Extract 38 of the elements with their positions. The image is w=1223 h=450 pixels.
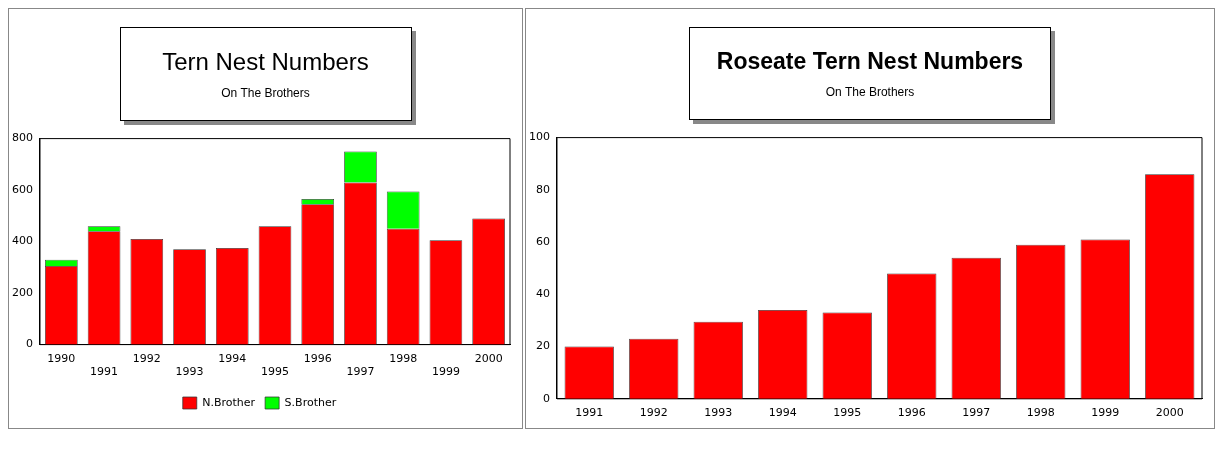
y-tick-label: 200 [12,285,33,299]
chart-subtitle: On The Brothers [220,86,311,100]
chart-title: Tern Nest Numbers [161,48,370,76]
x-tick-label: 1994 [218,352,247,366]
x-tick-label: 1998 [1026,406,1055,420]
x-tick-label: 1993 [704,406,733,420]
y-tick-label: 800 [12,131,33,145]
y-tick-label: 0 [26,337,33,351]
chart-subtitle: On The Brothers [824,85,916,99]
y-tick-label: 20 [536,339,550,353]
chart-title: Roseate Tern Nest Numbers [715,48,1025,75]
x-tick-label: 1991 [575,406,604,420]
x-tick-label: 1997 [962,406,991,420]
x-tick-label: 1994 [768,406,797,420]
y-tick-label: 80 [536,182,550,196]
x-tick-label: 1990 [47,352,76,366]
x-tick-label: 2000 [474,352,503,366]
x-tick-label: 1999 [1091,406,1120,420]
x-tick-label: 1995 [261,365,289,379]
y-tick-label: 0 [543,391,550,405]
x-tick-label: 1992 [132,352,161,366]
x-tick-label: 1995 [833,406,862,420]
x-tick-label: 1996 [303,352,332,366]
y-tick-label: 100 [529,130,550,144]
x-tick-label: 1992 [639,406,668,420]
y-tick-label: 40 [536,287,550,301]
x-tick-label: 1998 [389,352,418,366]
y-tick-label: 600 [12,182,33,196]
x-tick-label: 1996 [897,406,926,420]
legend-label: S.Brother [284,395,337,409]
x-tick-label: 1997 [346,365,375,379]
y-tick-label: 400 [12,234,33,248]
x-tick-label: 2000 [1155,406,1184,420]
y-tick-label: 60 [536,234,550,248]
x-tick-label: 1993 [175,365,204,379]
legend-label: N.Brother [202,395,256,409]
x-tick-label: 1991 [90,365,119,379]
x-tick-label: 1999 [431,365,460,379]
